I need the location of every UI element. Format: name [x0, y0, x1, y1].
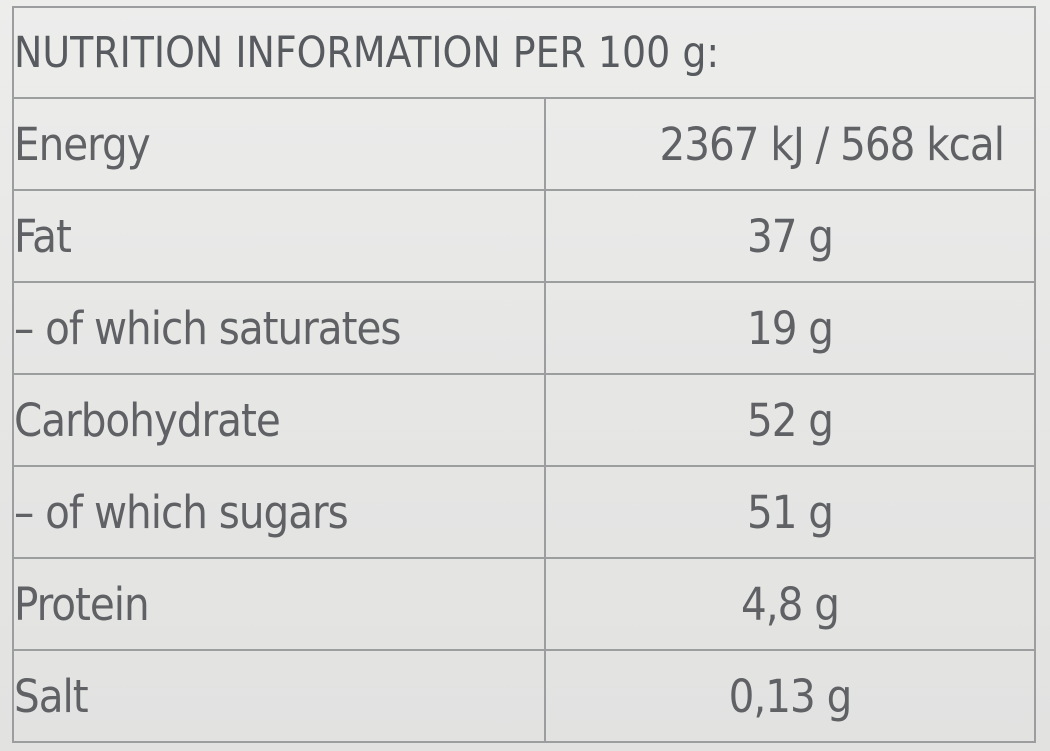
row-label: – of which saturates — [12, 281, 546, 375]
row-value: 2367 kJ / 568 kcal — [544, 97, 1036, 191]
table-row-saturates: – of which saturates 19 g — [12, 281, 1036, 375]
row-label: Carbohydrate — [12, 373, 546, 467]
table-row-carbohydrate: Carbohydrate 52 g — [12, 373, 1036, 467]
row-value: 51 g — [544, 465, 1036, 559]
table-title-text: NUTRITION INFORMATION PER 100 g: — [14, 27, 720, 78]
row-label: Protein — [12, 557, 546, 651]
table-row-protein: Protein 4,8 g — [12, 557, 1036, 651]
table-row-sugars: – of which sugars 51 g — [12, 465, 1036, 559]
row-value: 37 g — [544, 189, 1036, 283]
row-value: 4,8 g — [544, 557, 1036, 651]
row-value: 0,13 g — [544, 649, 1036, 743]
table-header-row: NUTRITION INFORMATION PER 100 g: — [12, 6, 1036, 99]
row-label: Salt — [12, 649, 546, 743]
row-label: Energy — [12, 97, 546, 191]
row-label: Fat — [12, 189, 546, 283]
row-label: – of which sugars — [12, 465, 546, 559]
row-value: 19 g — [544, 281, 1036, 375]
table-row-fat: Fat 37 g — [12, 189, 1036, 283]
row-value: 52 g — [544, 373, 1036, 467]
table-title: NUTRITION INFORMATION PER 100 g: — [12, 6, 1036, 99]
table-row-salt: Salt 0,13 g — [12, 649, 1036, 743]
table-row-energy: Energy 2367 kJ / 568 kcal — [12, 97, 1036, 191]
nutrition-table: NUTRITION INFORMATION PER 100 g: Energy … — [12, 6, 1036, 743]
